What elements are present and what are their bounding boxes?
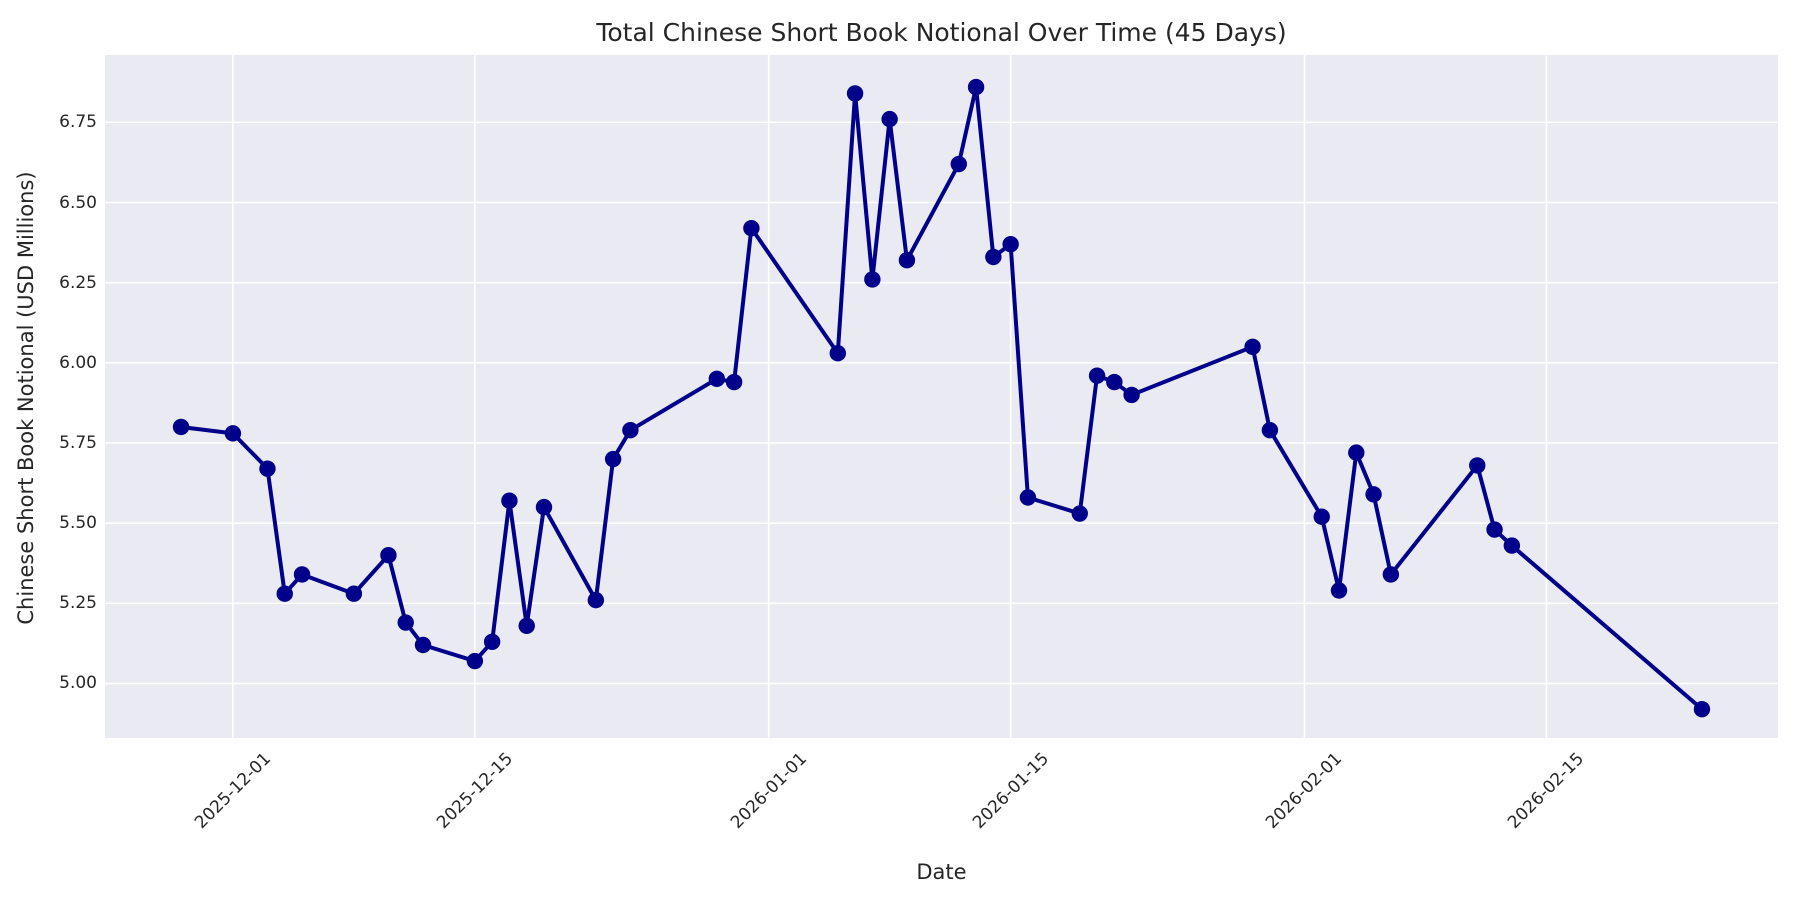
data-point-marker bbox=[414, 636, 432, 654]
data-point-marker bbox=[345, 585, 363, 602]
y-tick-label: 5.75 bbox=[59, 432, 97, 453]
data-point-marker bbox=[708, 370, 726, 388]
plot-area bbox=[105, 55, 1778, 738]
data-point-marker bbox=[829, 345, 846, 362]
y-tick-label: 6.75 bbox=[59, 112, 97, 133]
data-point-marker bbox=[172, 418, 190, 436]
line-chart bbox=[105, 55, 1778, 738]
data-point-marker bbox=[898, 252, 916, 269]
data-point-marker bbox=[743, 219, 760, 237]
data-point-marker bbox=[483, 633, 501, 650]
data-point-marker bbox=[881, 110, 898, 128]
chart-title: Total Chinese Short Book Notional Over T… bbox=[596, 18, 1287, 47]
data-point-marker bbox=[1123, 386, 1140, 404]
y-tick-label: 6.00 bbox=[59, 352, 97, 373]
data-point-marker bbox=[224, 425, 242, 442]
data-point-marker bbox=[518, 617, 535, 634]
data-point-marker bbox=[1071, 505, 1088, 522]
data-point-marker bbox=[1002, 235, 1019, 253]
y-axis-title: Chinese Short Book Notional (USD Million… bbox=[14, 171, 38, 625]
data-point-marker bbox=[1348, 444, 1365, 461]
data-point-marker bbox=[1503, 537, 1521, 554]
data-point-marker bbox=[622, 421, 639, 439]
data-point-marker bbox=[967, 78, 985, 96]
data-point-marker bbox=[259, 460, 276, 477]
y-tick-label: 5.50 bbox=[59, 513, 97, 534]
data-point-marker bbox=[380, 547, 397, 564]
data-point-marker bbox=[1693, 700, 1711, 718]
data-point-marker bbox=[397, 614, 414, 631]
data-point-marker bbox=[1469, 457, 1486, 474]
data-point-marker bbox=[725, 373, 743, 391]
data-point-marker bbox=[1088, 367, 1106, 384]
data-point-marker bbox=[1313, 508, 1330, 525]
data-point-marker bbox=[501, 492, 518, 509]
data-point-marker bbox=[1382, 566, 1400, 583]
data-point-marker bbox=[846, 85, 864, 102]
data-point-marker bbox=[1486, 521, 1503, 538]
data-point-marker bbox=[1019, 489, 1037, 506]
y-tick-label: 5.25 bbox=[59, 593, 97, 614]
x-axis-title: Date bbox=[916, 860, 967, 884]
data-point-marker bbox=[1330, 582, 1348, 599]
data-point-marker bbox=[466, 652, 484, 670]
data-point-marker bbox=[950, 155, 967, 173]
data-point-marker bbox=[1244, 338, 1261, 355]
data-point-marker bbox=[1106, 373, 1123, 391]
data-point-marker bbox=[985, 248, 1002, 266]
data-point-marker bbox=[1261, 421, 1279, 439]
y-tick-label: 6.50 bbox=[59, 192, 97, 213]
data-point-marker bbox=[864, 271, 881, 288]
data-point-marker bbox=[587, 591, 605, 609]
y-tick-label: 6.25 bbox=[59, 272, 97, 293]
data-point-marker bbox=[293, 566, 311, 583]
y-tick-label: 5.00 bbox=[59, 673, 97, 694]
data-point-marker bbox=[276, 585, 293, 602]
data-point-marker bbox=[604, 450, 622, 468]
data-point-marker bbox=[1365, 486, 1382, 503]
data-point-marker bbox=[535, 498, 553, 516]
